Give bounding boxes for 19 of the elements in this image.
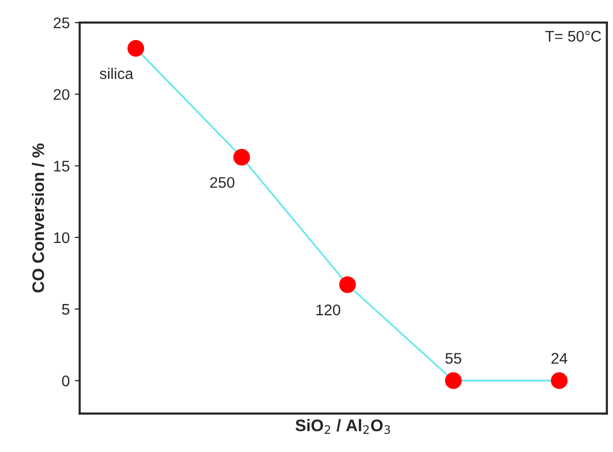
y-tick-label: 20 [54, 89, 70, 100]
x-tick-label: 55 [445, 353, 462, 364]
x-tick-label: 120 [316, 304, 340, 316]
y-tick-label: 10 [54, 232, 70, 244]
point [550, 372, 568, 389]
y-axis-title: CO Conversion / % [32, 144, 44, 292]
point [127, 40, 144, 57]
y-tick-label: 5 [62, 304, 70, 315]
point [233, 148, 250, 166]
y-tick-label: 25 [54, 17, 70, 28]
point [445, 372, 462, 389]
y-tick-label: 15 [54, 160, 70, 172]
x-tick-label: 250 [210, 177, 234, 188]
y-tick-label: 0 [62, 376, 70, 386]
x-axis-title: SiO$_{2}$ / Al$_{2}$O$_{3}$ [296, 419, 390, 434]
annotation: T= 50°C [545, 30, 602, 42]
x-tick-label: 24 [552, 352, 568, 364]
x-tick-label: silica [100, 68, 134, 80]
point [339, 276, 356, 294]
